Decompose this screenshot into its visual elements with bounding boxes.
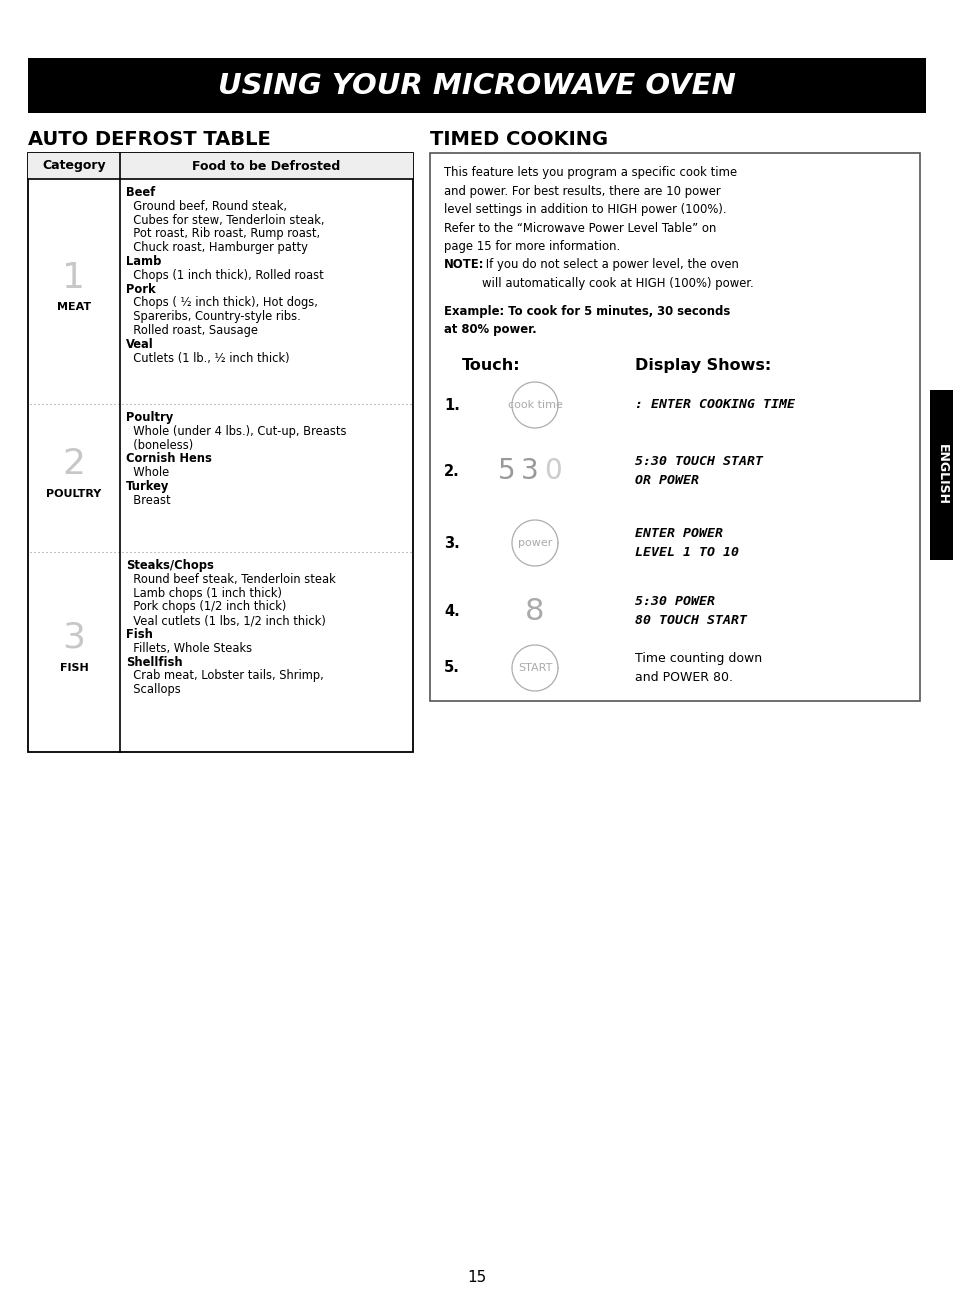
Text: ENTER POWER
LEVEL 1 TO 10: ENTER POWER LEVEL 1 TO 10 xyxy=(635,527,739,559)
Text: Category: Category xyxy=(42,159,106,172)
Text: 3: 3 xyxy=(63,621,86,655)
Text: If you do not select a power level, the oven
will automatically cook at HIGH (10: If you do not select a power level, the … xyxy=(481,257,753,289)
Text: FISH: FISH xyxy=(59,663,89,674)
Text: Chops (1 inch thick), Rolled roast: Chops (1 inch thick), Rolled roast xyxy=(126,269,323,282)
Text: (boneless): (boneless) xyxy=(126,439,193,452)
Text: This feature lets you program a specific cook time
and power. For best results, : This feature lets you program a specific… xyxy=(443,165,737,253)
Text: Lamb chops (1 inch thick): Lamb chops (1 inch thick) xyxy=(126,587,282,600)
Text: Whole (under 4 lbs.), Cut-up, Breasts: Whole (under 4 lbs.), Cut-up, Breasts xyxy=(126,425,346,437)
Text: Whole: Whole xyxy=(126,466,169,479)
Text: AUTO DEFROST TABLE: AUTO DEFROST TABLE xyxy=(28,130,271,148)
Text: 5.: 5. xyxy=(443,660,459,675)
Text: Example: To cook for 5 minutes, 30 seconds
at 80% power.: Example: To cook for 5 minutes, 30 secon… xyxy=(443,305,729,336)
Text: 2.: 2. xyxy=(443,463,459,478)
Text: Scallops: Scallops xyxy=(126,683,180,696)
Text: power: power xyxy=(517,538,552,548)
Text: ENGLISH: ENGLISH xyxy=(935,445,947,506)
Text: 5:30 TOUCH START
OR POWER: 5:30 TOUCH START OR POWER xyxy=(635,456,762,487)
Text: 5: 5 xyxy=(497,457,516,484)
Text: Touch:: Touch: xyxy=(461,358,520,373)
Text: Food to be Defrosted: Food to be Defrosted xyxy=(193,159,340,172)
Text: Shellfish: Shellfish xyxy=(126,655,182,668)
Text: Poultry: Poultry xyxy=(126,411,173,424)
Text: USING YOUR MICROWAVE OVEN: USING YOUR MICROWAVE OVEN xyxy=(218,71,735,100)
Text: Veal: Veal xyxy=(126,337,153,351)
Text: Cutlets (1 lb., ½ inch thick): Cutlets (1 lb., ½ inch thick) xyxy=(126,352,290,365)
Text: 4.: 4. xyxy=(443,604,459,618)
Text: Turkey: Turkey xyxy=(126,481,170,492)
Text: 15: 15 xyxy=(467,1271,486,1285)
Text: Lamb: Lamb xyxy=(126,255,161,268)
Text: 2: 2 xyxy=(63,446,86,481)
Text: Chuck roast, Hamburger patty: Chuck roast, Hamburger patty xyxy=(126,242,308,255)
Text: Breast: Breast xyxy=(126,494,171,507)
Text: Pot roast, Rib roast, Rump roast,: Pot roast, Rib roast, Rump roast, xyxy=(126,227,320,240)
Text: Rolled roast, Sausage: Rolled roast, Sausage xyxy=(126,324,257,337)
Text: 1: 1 xyxy=(63,260,86,294)
Text: 0: 0 xyxy=(543,457,561,484)
Text: Veal cutlets (1 lbs, 1/2 inch thick): Veal cutlets (1 lbs, 1/2 inch thick) xyxy=(126,614,326,628)
Text: NOTE:: NOTE: xyxy=(443,257,484,270)
Text: Beef: Beef xyxy=(126,186,155,200)
Text: MEAT: MEAT xyxy=(57,302,91,312)
Bar xyxy=(28,154,413,752)
Text: Cubes for stew, Tenderloin steak,: Cubes for stew, Tenderloin steak, xyxy=(126,214,324,227)
Text: 3.: 3. xyxy=(443,536,459,550)
Text: cook time: cook time xyxy=(507,400,562,410)
Text: Ground beef, Round steak,: Ground beef, Round steak, xyxy=(126,200,287,213)
Text: Fish: Fish xyxy=(126,628,152,641)
Bar xyxy=(28,154,413,179)
Bar xyxy=(430,154,919,701)
Text: Time counting down
and POWER 80.: Time counting down and POWER 80. xyxy=(635,653,761,684)
Text: 1.: 1. xyxy=(443,398,459,412)
Text: Fillets, Whole Steaks: Fillets, Whole Steaks xyxy=(126,642,252,655)
Text: TIMED COOKING: TIMED COOKING xyxy=(430,130,607,148)
Text: Chops ( ½ inch thick), Hot dogs,: Chops ( ½ inch thick), Hot dogs, xyxy=(126,297,317,310)
Text: Round beef steak, Tenderloin steak: Round beef steak, Tenderloin steak xyxy=(126,572,335,586)
Text: 3: 3 xyxy=(520,457,538,484)
Text: Display Shows:: Display Shows: xyxy=(635,358,770,373)
Text: POULTRY: POULTRY xyxy=(47,488,102,499)
Text: Steaks/Chops: Steaks/Chops xyxy=(126,559,213,572)
Text: Crab meat, Lobster tails, Shrimp,: Crab meat, Lobster tails, Shrimp, xyxy=(126,670,323,683)
Text: : ENTER COOKING TIME: : ENTER COOKING TIME xyxy=(635,399,794,411)
Bar xyxy=(28,58,925,113)
Text: 8: 8 xyxy=(525,596,544,625)
Text: START: START xyxy=(517,663,552,674)
Text: Pork: Pork xyxy=(126,282,155,295)
Text: Cornish Hens: Cornish Hens xyxy=(126,453,212,465)
Text: Pork chops (1/2 inch thick): Pork chops (1/2 inch thick) xyxy=(126,600,286,613)
Text: Spareribs, Country-style ribs.: Spareribs, Country-style ribs. xyxy=(126,310,300,323)
Bar xyxy=(929,390,953,561)
Text: 5:30 POWER
80 TOUCH START: 5:30 POWER 80 TOUCH START xyxy=(635,595,746,628)
